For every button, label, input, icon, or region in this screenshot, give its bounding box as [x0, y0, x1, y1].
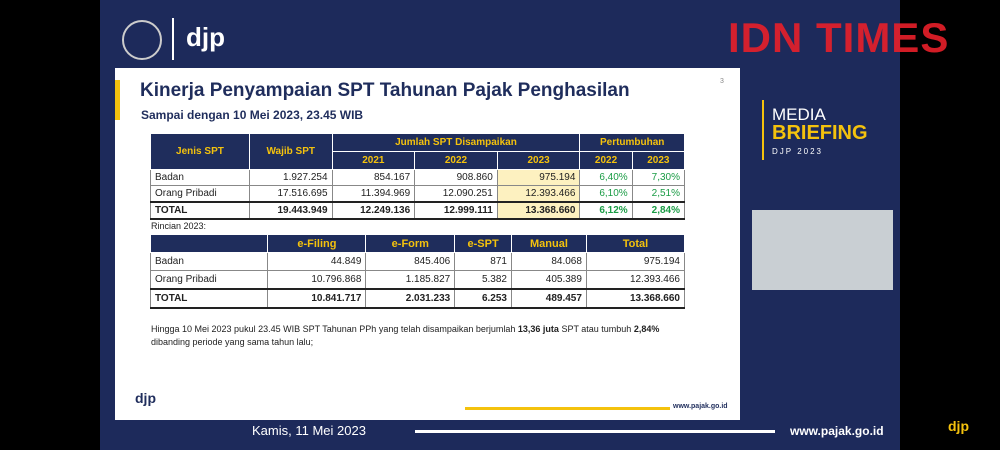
cell: TOTAL: [150, 201, 250, 220]
cell: TOTAL: [149, 288, 269, 309]
cell: Orang Pribadi: [149, 270, 269, 290]
header-cell: Jenis SPT: [150, 133, 250, 170]
logo: djp: [186, 22, 225, 52]
note-part: SPT atau tumbuh: [558, 324, 634, 334]
cell: 11.394.969: [331, 185, 416, 203]
cell: 19.443.949: [248, 201, 333, 220]
note-part: 2,84%: [633, 324, 660, 334]
note: Hingga 10 Mei 2023 pukul 23.45 WIB SPT T…: [151, 323, 681, 349]
cell: 12.393.466: [585, 270, 686, 290]
cell: 405.389: [510, 270, 587, 290]
cell: 17.516.695: [248, 185, 333, 203]
cell: 6,40%: [579, 169, 633, 186]
cell: 2,84%: [631, 201, 686, 220]
cell: 7,30%: [631, 169, 686, 186]
cell: 13.368.660: [585, 288, 686, 309]
note-part: Hingga 10 Mei 2023 pukul 23.45 WIB SPT T…: [151, 324, 518, 334]
corner-logo: djp: [948, 418, 969, 434]
slide-subtitle: Sampai dengan 10 Mei 2023, 23.45 WIB: [141, 108, 364, 122]
header-cell: 2023: [631, 151, 686, 170]
table-submissions: Jenis SPT Wajib SPT Jumlah SPT Disampaikan…: [150, 133, 686, 220]
sidebar-line3: DJP 2023: [772, 147, 823, 156]
slide-title: Kinerja Penyampaian SPT Tahunan Pajak Pe…: [140, 80, 630, 101]
table-breakdown: e-Filing e-Form e-SPT Manual Total Badan 44.84…: [149, 234, 686, 309]
caption: Rincian 2023:: [151, 221, 207, 231]
cell: Badan: [149, 252, 269, 271]
header-cell: Jumlah SPT Disampaikan: [331, 133, 581, 152]
cell: 10.796.868: [267, 270, 367, 290]
divider: [172, 18, 174, 60]
row: Orang Pribadi 17.516.695 11.394.969 12.090.…: [150, 185, 686, 203]
cell: 489.457: [510, 288, 587, 309]
header-row: 2021 2022 2023 2022 2023: [151, 151, 686, 170]
header-cell: e-Form: [365, 234, 456, 253]
header-cell: 2023: [496, 151, 581, 170]
header-cell: 2021: [331, 151, 416, 170]
cell: Badan: [150, 169, 250, 186]
cell: 1.185.827: [365, 270, 456, 290]
cell: 84.068: [510, 252, 587, 271]
header-cell: 2022: [414, 151, 498, 170]
header-cell: e-SPT: [454, 234, 512, 253]
sidebar-line1: MEDIA: [772, 105, 826, 124]
cell: 44.849: [267, 252, 367, 271]
header-cell: Total: [585, 234, 686, 253]
cell: 5.382: [454, 270, 512, 290]
cell: 2.031.233: [365, 288, 456, 309]
watermark: IDN TIMES: [728, 14, 950, 61]
bar: [465, 407, 670, 410]
webcam: [752, 210, 893, 290]
row: Badan 1.927.254 854.167 908.860 975.194 6,40%…: [150, 169, 686, 186]
cell: 10.841.717: [267, 288, 367, 309]
header-row: e-Filing e-Form e-SPT Manual Total: [149, 234, 686, 253]
header-cell: 2022: [579, 151, 633, 170]
header-row: Jenis SPT Wajib SPT Jumlah SPT Disampaikan…: [150, 133, 685, 170]
cell: 975.194: [496, 169, 581, 186]
header-cell: Manual: [510, 234, 587, 253]
cell: 2,51%: [631, 185, 686, 203]
footer-url: www.pajak.go.id: [673, 403, 728, 410]
emblem: [122, 20, 162, 60]
page-number: 3: [720, 78, 724, 85]
accent: [762, 100, 764, 160]
cell: 12.393.466: [496, 185, 581, 203]
row: TOTAL 19.443.949 12.249.136 12.999.111 13.36…: [150, 201, 686, 220]
note-part: 13,36 juta: [517, 324, 559, 334]
cell: 1.927.254: [248, 169, 333, 186]
row: TOTAL 10.841.717 2.031.233 6.253 489.457 13.3…: [149, 288, 686, 309]
accent: [115, 80, 120, 120]
slide: Kinerja Penyampaian SPT Tahunan Pajak Pe…: [115, 68, 740, 420]
cell: 6,12%: [579, 201, 633, 220]
cell: Orang Pribadi: [150, 185, 250, 203]
cell: 908.860: [414, 169, 498, 186]
header-cell: Wajib SPT: [248, 133, 333, 170]
cell: 845.406: [365, 252, 456, 271]
cell: 12.090.251: [414, 185, 498, 203]
footer-logo: djp: [135, 390, 156, 406]
note-part: dibanding periode yang sama tahun lalu;: [151, 337, 314, 347]
bar: [415, 430, 775, 433]
cell: 6.253: [454, 288, 512, 309]
header-cell: e-Filing: [267, 234, 367, 253]
header-cell: Pertumbuhan: [579, 133, 685, 152]
row: Badan 44.849 845.406 871 84.068 975.194: [149, 252, 686, 271]
cell: 6,10%: [579, 185, 633, 203]
cell: 13.368.660: [496, 201, 581, 220]
row: Orang Pribadi 10.796.868 1.185.827 5.382 405…: [149, 270, 686, 290]
date: Kamis, 11 Mei 2023: [252, 423, 366, 438]
url: www.pajak.go.id: [790, 424, 884, 438]
cell: 854.167: [331, 169, 416, 186]
sidebar-line2: BRIEFING: [772, 122, 868, 144]
cell: 12.999.111: [414, 201, 498, 220]
cell: 975.194: [585, 252, 686, 271]
cell: 871: [454, 252, 512, 271]
cell: 12.249.136: [331, 201, 416, 220]
header-cell: [149, 234, 269, 253]
